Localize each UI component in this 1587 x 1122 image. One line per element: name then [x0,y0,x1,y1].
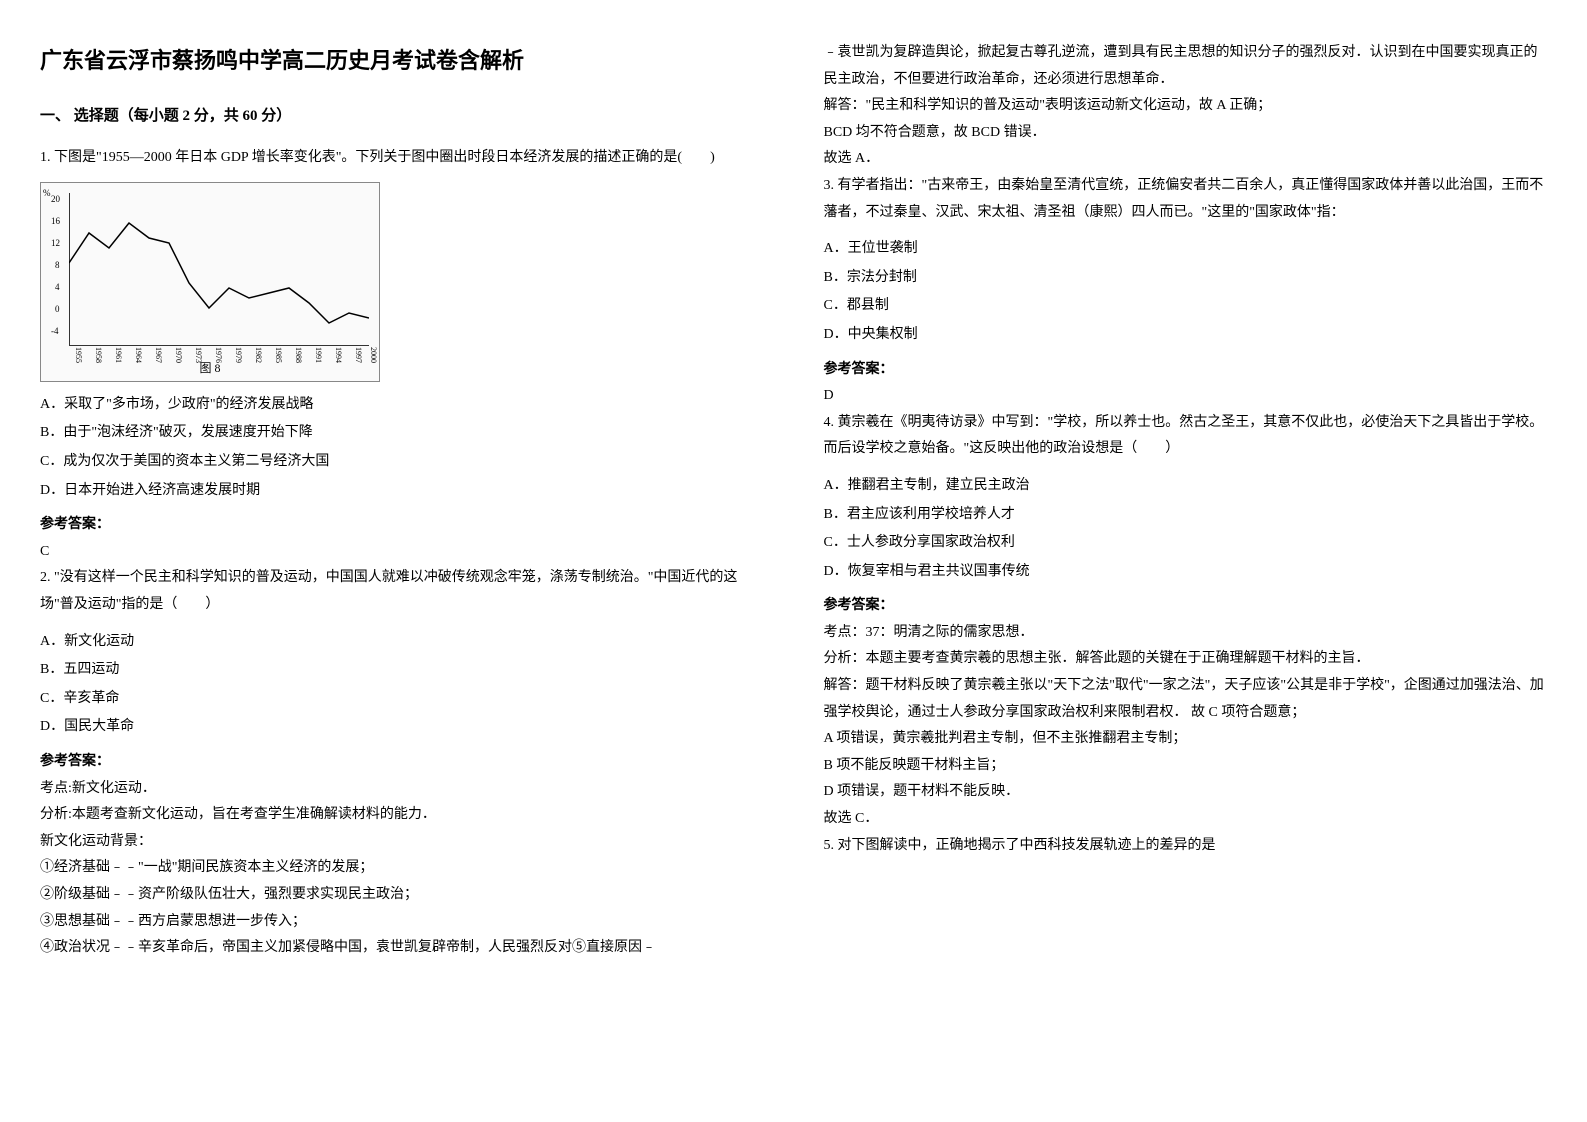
chart-y-tick: 8 [55,257,60,274]
q1-option-c: C．成为仅次于美国的资本主义第二号经济大国 [40,449,764,476]
q5-stem: 5. 对下图解读中，正确地揭示了中西科技发展轨迹上的差异的是 [824,833,1548,860]
q4-stem: 4. 黄宗羲在《明夷待访录》中写到："学校，所以养士也。然古之圣王，其意不仅此也… [824,410,1548,463]
q3-option-c: C．郡县制 [824,293,1548,320]
q2-analysis-9: 解答："民主和科学知识的普及运动"表明该运动新文化运动，故 A 正确； [824,93,1548,120]
q2-analysis-10: BCD 均不符合题意，故 BCD 错误． [824,120,1548,147]
section-header: 一、 选择题（每小题 2 分，共 60 分） [40,102,764,131]
chart-y-tick: 16 [51,213,60,230]
q1-option-b: B．由于"泡沫经济"破灭，发展速度开始下降 [40,420,764,447]
q2-option-b: B．五四运动 [40,657,764,684]
q4-analysis-6: D 项错误，题干材料不能反映． [824,779,1548,806]
q3-answer: D [824,383,1548,410]
q2-option-c: C．辛亥革命 [40,686,764,713]
chart-x-tick: 1994 [331,347,346,363]
q4-analysis-3: 解答：题干材料反映了黄宗羲主张以"天下之法"取代"一家之法"，天子应该"公其是非… [824,673,1548,726]
chart-title: 图 8 [199,357,220,380]
chart-x-tick: 1955 [71,347,86,363]
chart-y-tick: 20 [51,191,60,208]
q4-option-c: C．士人参政分享国家政治权利 [824,530,1548,557]
q2-analysis-11: 故选 A． [824,146,1548,173]
q4-option-d: D．恢复宰相与君主共议国事传统 [824,559,1548,586]
chart-x-tick: 1970 [171,347,186,363]
chart-x-tick: 1985 [271,347,286,363]
chart-x-tick: 1982 [251,347,266,363]
q4-answer-label: 参考答案： [824,593,1548,620]
q3-option-d: D．中央集权制 [824,322,1548,349]
chart-x-tick: 1988 [291,347,306,363]
chart-x-tick: 1964 [131,347,146,363]
q1-option-d: D．日本开始进入经济高速发展时期 [40,478,764,505]
q1-answer: C [40,539,764,566]
q2-option-a: A．新文化运动 [40,629,764,656]
q4-option-a: A．推翻君主专制，建立民主政治 [824,473,1548,500]
q2-answer-label: 参考答案： [40,749,764,776]
q4-analysis-5: B 项不能反映题干材料主旨； [824,753,1548,780]
q2-analysis-5: ②阶级基础﹣﹣资产阶级队伍壮大，强烈要求实现民主政治； [40,882,764,909]
q4-analysis-1: 考点：37：明清之际的儒家思想． [824,620,1548,647]
q2-analysis-1: 考点:新文化运动． [40,776,764,803]
q4-analysis-7: 故选 C． [824,806,1548,833]
q2-stem: 2. "没有这样一个民主和科学知识的普及运动，中国国人就难以冲破传统观念牢笼，涤… [40,565,764,618]
q2-analysis-6: ③思想基础﹣﹣西方启蒙思想进一步传入； [40,909,764,936]
chart-y-unit: % [43,185,51,202]
chart-y-tick: -4 [51,323,59,340]
q2-analysis-8: ﹣袁世凯为复辟造舆论，掀起复古尊孔逆流，遭到具有民主思想的知识分子的强烈反对．认… [824,40,1548,93]
q3-option-a: A．王位世袭制 [824,236,1548,263]
chart-x-tick: 2000 [366,347,381,363]
q1-answer-label: 参考答案： [40,512,764,539]
chart-y-tick: 0 [55,301,60,318]
chart-x-tick: 1967 [151,347,166,363]
q2-option-d: D．国民大革命 [40,714,764,741]
chart-y-tick: 12 [51,235,60,252]
chart-x-tick: 1961 [111,347,126,363]
chart-x-tick: 1997 [351,347,366,363]
q3-stem: 3. 有学者指出："古来帝王，由秦始皇至清代宣统，正统偏安者共二百余人，真正懂得… [824,173,1548,226]
q2-analysis-3: 新文化运动背景： [40,829,764,856]
chart-line-svg [69,193,369,348]
chart-x-tick: 1958 [91,347,106,363]
q1-option-a: A．采取了"多市场，少政府"的经济发展战略 [40,392,764,419]
q4-analysis-4: A 项错误，黄宗羲批判君主专制，但不主张推翻君主专制； [824,726,1548,753]
document-title: 广东省云浮市蔡扬鸣中学高二历史月考试卷含解析 [40,40,764,82]
q3-answer-label: 参考答案： [824,357,1548,384]
q1-chart: % 20 16 12 8 4 0 -4 1955 1958 1961 1964 … [40,182,380,382]
q2-analysis-7: ④政治状况﹣﹣辛亥革命后，帝国主义加紧侵略中国，袁世凯复辟帝制，人民强烈反对⑤直… [40,935,764,962]
chart-y-tick: 4 [55,279,60,296]
q3-option-b: B．宗法分封制 [824,265,1548,292]
q4-analysis-2: 分析：本题主要考查黄宗羲的思想主张．解答此题的关键在于正确理解题干材料的主旨． [824,646,1548,673]
chart-x-tick: 1979 [231,347,246,363]
chart-x-tick: 1991 [311,347,326,363]
q1-stem: 1. 下图是"1955—2000 年日本 GDP 增长率变化表"。下列关于图中圈… [40,145,764,172]
q2-analysis-2: 分析:本题考查新文化运动，旨在考查学生准确解读材料的能力． [40,802,764,829]
q4-option-b: B．君主应该利用学校培养人才 [824,502,1548,529]
q2-analysis-4: ①经济基础﹣﹣"一战"期间民族资本主义经济的发展； [40,855,764,882]
